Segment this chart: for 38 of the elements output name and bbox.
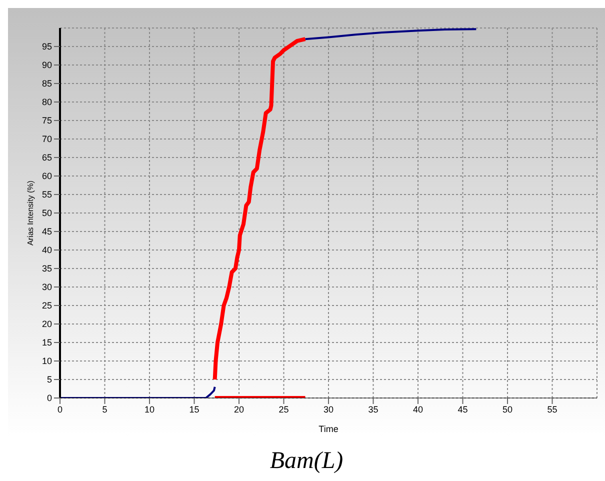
line-series	[212, 37, 308, 382]
y-tick-label: 55	[42, 190, 52, 200]
x-tick-label: 20	[234, 404, 244, 414]
x-tick-label: 25	[278, 404, 289, 414]
text: Bam(L)	[268, 448, 344, 475]
x-tick-label: 0	[57, 404, 63, 414]
y-tick-label: 10	[42, 356, 52, 366]
y-axis-title: Arias Intensity (%)	[26, 180, 35, 246]
x-tick-label: 40	[412, 404, 424, 414]
x-axis-title: Time	[318, 424, 338, 434]
x-tick-label: 50	[502, 404, 513, 414]
x-tick-label: 35	[368, 404, 378, 414]
y-tick-label: 95	[42, 42, 52, 52]
y-tick-label: 50	[42, 208, 52, 218]
y-tick-label: 90	[42, 60, 52, 70]
y-tick-label: 80	[42, 97, 52, 108]
x-tick-label: 55	[547, 404, 558, 414]
x-tick-label: 10	[144, 404, 155, 414]
x-tick-label: 15	[189, 404, 200, 414]
y-tick-label: 15	[42, 338, 52, 348]
x-tick-label: 30	[323, 404, 334, 414]
y-tick-label: 75	[42, 116, 52, 126]
y-tick-label: 85	[42, 78, 52, 89]
x-tick-label: 45	[458, 404, 468, 414]
y-tick-label: 5	[46, 374, 52, 385]
y-tick-label: 45	[42, 226, 52, 237]
y-tick-label: 30	[42, 282, 52, 292]
y-tick-label: 40	[42, 245, 52, 256]
y-tick-label: 65	[42, 152, 52, 163]
y-tick-label: 0	[46, 393, 52, 404]
line-series	[304, 28, 478, 40]
line-series	[60, 386, 216, 398]
y-tick-label: 35	[42, 264, 52, 274]
y-tick-label: 25	[42, 300, 52, 311]
y-tick-label: 20	[42, 319, 52, 330]
y-tick-label: 70	[42, 134, 52, 144]
y-tick-label: 60	[42, 171, 52, 182]
x-tick-label: 5	[102, 404, 108, 414]
